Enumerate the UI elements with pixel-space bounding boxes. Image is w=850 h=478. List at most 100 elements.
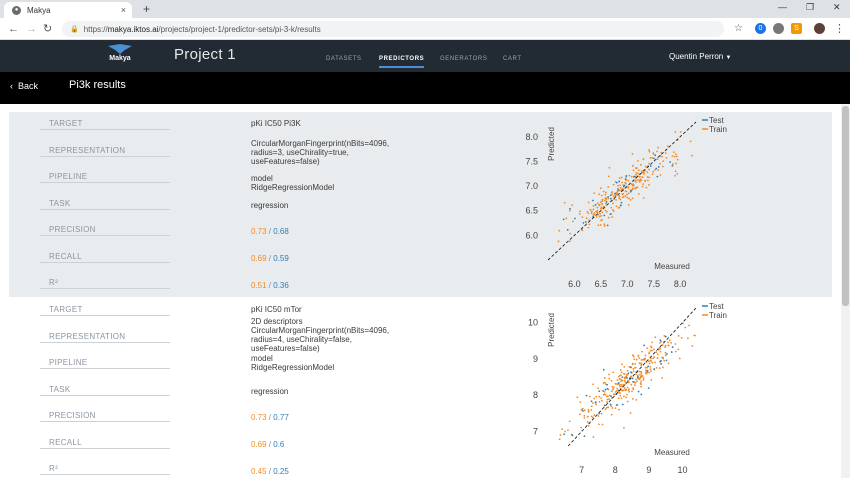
train-point <box>608 398 610 400</box>
test-point <box>609 194 612 197</box>
train-point <box>563 201 566 204</box>
new-tab-icon[interactable]: + <box>143 2 151 16</box>
train-point <box>694 334 696 337</box>
menu-kebab-icon[interactable]: ⋮ <box>834 23 845 35</box>
train-point <box>612 202 614 205</box>
browser-tab[interactable]: ● Makya × <box>4 2 132 18</box>
lock-icon: 🔒 <box>70 26 79 33</box>
train-point <box>664 346 666 349</box>
field-label-r2: R² <box>49 464 59 473</box>
train-point <box>674 170 677 173</box>
train-point <box>627 185 629 188</box>
train-point <box>591 416 594 419</box>
train-point <box>596 206 599 209</box>
train-point <box>648 168 651 171</box>
train-point <box>648 150 651 153</box>
x-tick-label: 6.5 <box>595 279 608 289</box>
train-point <box>622 395 625 398</box>
train-point <box>624 194 627 197</box>
train-point <box>657 146 660 149</box>
train-point <box>612 195 615 198</box>
train-point <box>608 394 611 397</box>
train-point <box>615 205 618 208</box>
field-label-recall: RECALL <box>49 251 82 261</box>
makya-logo[interactable]: Makya <box>104 44 136 62</box>
train-point <box>606 398 609 401</box>
train-point <box>558 229 561 232</box>
user-menu[interactable]: Quentin Perron ▼ <box>669 52 731 61</box>
test-score: 0.77 <box>273 413 289 422</box>
train-point <box>659 173 662 176</box>
train-point <box>597 224 600 227</box>
field-value-representation: CircularMorganFingerprint(nBits=4096, rad… <box>251 139 441 166</box>
close-tab-icon[interactable]: × <box>120 5 126 15</box>
reload-icon[interactable]: ↻ <box>43 23 53 35</box>
field-label-pipeline: PIPELINE <box>49 358 88 367</box>
url-host: makya.iktos.ai <box>107 24 159 34</box>
minimize-icon[interactable]: — <box>778 2 787 12</box>
test-point <box>566 228 569 231</box>
page-subheader <box>0 72 850 104</box>
scrollbar-thumb[interactable] <box>842 106 849 306</box>
test-point <box>655 167 658 170</box>
x-tick-label: 8.0 <box>674 279 687 289</box>
back-arrow-icon[interactable]: ← <box>8 23 19 35</box>
train-point <box>625 190 628 193</box>
close-window-icon[interactable]: ✕ <box>833 2 841 12</box>
test-point <box>666 353 668 355</box>
train-point <box>656 158 659 161</box>
extension-icon[interactable] <box>773 23 784 34</box>
train-point <box>630 175 633 178</box>
test-point <box>617 189 620 191</box>
train-point <box>627 187 630 189</box>
forward-arrow-icon[interactable]: → <box>26 23 37 35</box>
extension-icon[interactable]: 0 <box>755 23 766 34</box>
train-point <box>568 240 571 243</box>
y-tick-label: 7.0 <box>525 181 538 191</box>
train-point <box>656 357 659 359</box>
train-point <box>640 383 642 386</box>
profile-avatar[interactable] <box>814 23 825 34</box>
y-tick-label: 6.0 <box>525 230 538 240</box>
test-point <box>646 370 649 372</box>
train-point <box>640 364 643 367</box>
train-point <box>632 398 634 400</box>
test-point <box>606 387 609 390</box>
test-point <box>654 154 657 157</box>
train-point <box>558 438 561 441</box>
score-separator: / <box>266 254 274 263</box>
train-point <box>651 156 654 159</box>
train-point <box>633 384 636 386</box>
train-point <box>675 153 677 155</box>
train-point <box>620 380 622 383</box>
test-point <box>607 195 610 198</box>
maximize-icon[interactable]: ❐ <box>806 2 815 12</box>
nav-predictors[interactable]: PREDICTORS <box>379 56 425 68</box>
train-point <box>626 369 629 372</box>
field-label-task: TASK <box>49 384 71 394</box>
row-divider <box>40 163 170 183</box>
train-point <box>592 208 595 211</box>
train-point <box>666 145 669 148</box>
train-point <box>624 381 627 383</box>
nav-datasets[interactable]: DATASETS <box>326 56 362 62</box>
train-point <box>641 375 644 377</box>
nav-cart[interactable]: CART <box>503 56 522 62</box>
x-tick-label: 7.5 <box>647 279 660 289</box>
nav-generators[interactable]: GENERATORS <box>440 56 488 62</box>
bookmark-star-icon[interactable]: ☆ <box>734 23 743 34</box>
train-point <box>634 187 637 190</box>
train-point <box>603 393 606 396</box>
train-point <box>598 400 601 403</box>
address-bar[interactable]: 🔒 https://makya.iktos.ai/projects/projec… <box>62 21 724 37</box>
train-point <box>637 193 640 195</box>
extension-icon[interactable]: S <box>791 23 802 34</box>
train-point <box>673 151 675 153</box>
x-tick-label: 8 <box>613 465 618 475</box>
field-value-target: pKi IC50 Pi3K <box>251 119 301 128</box>
train-point <box>605 202 607 205</box>
train-point <box>610 413 613 416</box>
back-button[interactable]: ‹ Back <box>10 81 38 91</box>
train-point <box>611 193 614 195</box>
test-point <box>598 412 600 415</box>
